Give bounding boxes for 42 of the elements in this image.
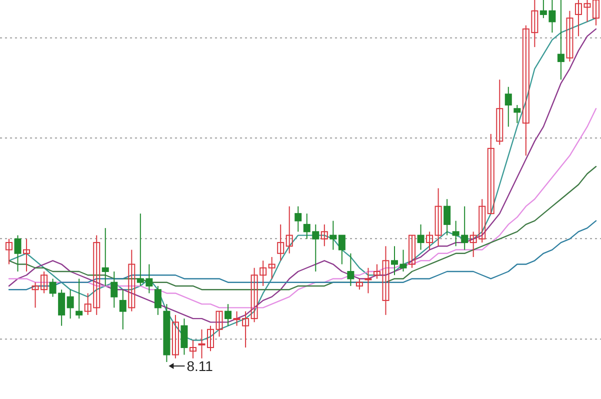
candlestick	[504, 86, 512, 128]
candlestick	[444, 198, 451, 236]
candlestick	[347, 252, 354, 286]
candlestick	[496, 79, 504, 146]
candlestick	[154, 285, 162, 316]
candlestick	[102, 228, 109, 286]
candlestick	[566, 10, 574, 62]
candlestick	[189, 340, 196, 359]
candlestick	[172, 314, 179, 359]
candlestick	[110, 271, 118, 308]
candlestick	[6, 238, 12, 265]
candlestick	[592, 0, 600, 26]
candlestick	[23, 238, 30, 272]
candlestick	[216, 310, 223, 338]
candlestick	[417, 224, 424, 250]
candlestick	[330, 220, 337, 250]
candlestick	[434, 188, 442, 247]
candlestick	[277, 224, 284, 262]
candlestick	[557, 0, 564, 80]
annotation: 8.11	[186, 358, 214, 374]
candlestick	[426, 231, 434, 250]
candlestick	[487, 133, 494, 214]
candlestick	[66, 289, 74, 320]
candlestick	[198, 328, 206, 359]
candlestick	[286, 206, 293, 254]
candlestick	[128, 249, 136, 312]
candlestick	[320, 224, 328, 247]
candlestick	[408, 234, 416, 268]
candlestick	[294, 206, 302, 232]
candlestick	[390, 246, 398, 276]
candlestick	[76, 278, 83, 320]
candlestick	[400, 249, 407, 272]
candlestick	[119, 289, 126, 330]
candlestick	[514, 104, 521, 124]
candlestick	[268, 256, 276, 280]
candlestick	[338, 234, 346, 265]
candlestick	[356, 278, 363, 290]
candlestick	[207, 325, 214, 352]
candlestick	[14, 234, 22, 272]
candlestick	[224, 304, 232, 326]
candlestick	[364, 267, 372, 294]
candlestick	[180, 318, 188, 356]
